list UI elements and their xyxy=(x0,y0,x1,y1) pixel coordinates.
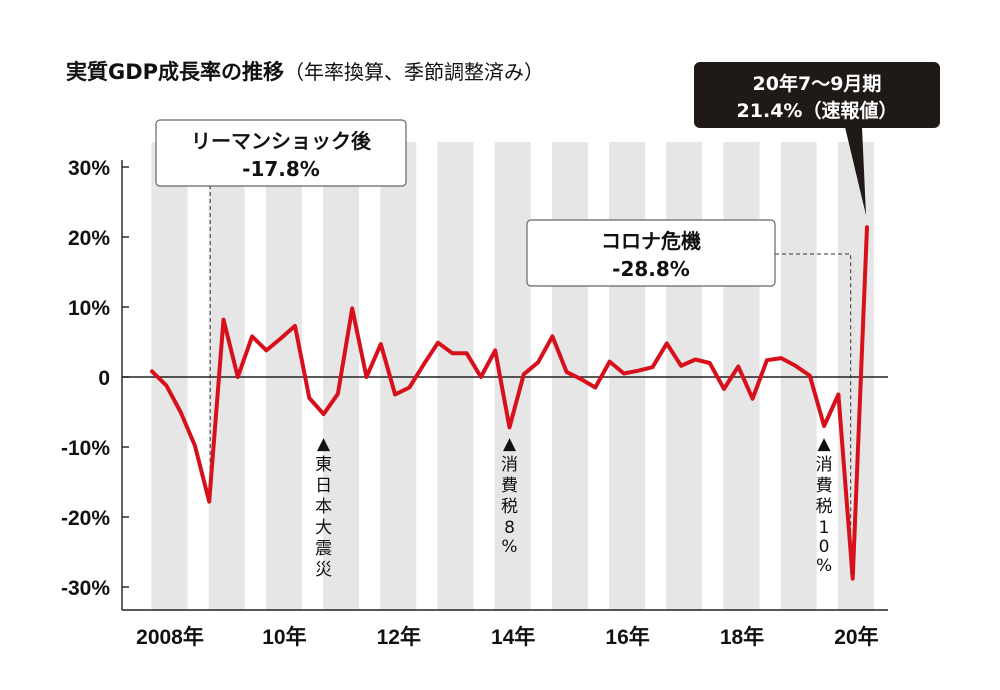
data-series xyxy=(150,225,869,581)
year-band xyxy=(666,142,703,610)
annotation-char: 災 xyxy=(315,560,332,580)
callout-lehman-title: リーマンショック後 xyxy=(191,129,372,153)
callout-box-corona xyxy=(526,219,776,287)
x-tick-label: 12年 xyxy=(377,625,421,649)
series-line xyxy=(150,225,869,581)
x-tick-label: 10年 xyxy=(262,625,306,649)
annotation-char: 費 xyxy=(816,476,833,496)
year-band xyxy=(437,142,474,610)
annotation-char: 東 xyxy=(315,455,332,475)
y-tick-label: 30% xyxy=(68,157,110,180)
annotation-arrow: ▲ xyxy=(818,434,832,454)
y-tick-label: 0 xyxy=(98,367,110,390)
annotation-char: 税 xyxy=(816,497,833,517)
y-tick-label: -30% xyxy=(61,577,110,600)
y-tick-label: -20% xyxy=(61,507,110,530)
annotation-char: 費 xyxy=(501,476,518,496)
y-tick-label: 10% xyxy=(68,297,110,320)
annotation-char: 本 xyxy=(315,497,332,517)
callouts: リーマンショック後 -17.8% コロナ危機 -28.8% 20年7～9月期 21.4%（… xyxy=(155,62,940,287)
callout-lehman-value: -17.8% xyxy=(242,157,320,181)
chart-title: 実質GDP成長率の推移（年率換算、季節調整済み） xyxy=(66,56,544,86)
annotation-char: 大 xyxy=(315,518,332,538)
callout-corona-value: -28.8% xyxy=(612,257,690,281)
callout-latest-title: 20年7～9月期 xyxy=(753,72,882,95)
year-band xyxy=(380,142,417,610)
annotation-char: 税 xyxy=(501,497,518,517)
chart-title-sub: （年率換算、季節調整済み） xyxy=(284,60,545,84)
annotation-char: 1 xyxy=(819,518,830,538)
annotation-char: 0 xyxy=(819,537,830,557)
callout-leaders xyxy=(209,185,852,577)
callout-latest-pointer xyxy=(845,127,866,216)
x-tick-label: 20年 xyxy=(834,625,878,649)
annotation-char: 消 xyxy=(816,455,833,475)
leader-corona xyxy=(775,253,852,577)
callout-corona-title: コロナ危機 xyxy=(601,229,701,253)
annotation-char: 消 xyxy=(501,455,518,475)
callout-box-lehman xyxy=(155,119,407,187)
year-band xyxy=(265,142,302,610)
chart-title-main: 実質GDP成長率の推移 xyxy=(66,60,285,84)
x-tick-label: 2008年 xyxy=(136,625,204,649)
annotation-char: 日 xyxy=(315,476,332,496)
x-tick-label: 14年 xyxy=(491,625,535,649)
x-tick-label: 16年 xyxy=(605,625,649,649)
annotation-char: 8 xyxy=(504,518,515,538)
annotation-arrow: ▲ xyxy=(317,434,331,454)
year-band xyxy=(609,142,646,610)
y-tick-label: -10% xyxy=(61,437,110,460)
y-tick-label: 20% xyxy=(68,227,110,250)
annotation-char: % xyxy=(816,556,832,576)
annotation-char: 震 xyxy=(315,539,332,559)
annotation-char: % xyxy=(501,537,517,557)
annotation-arrow: ▲ xyxy=(503,434,517,454)
year-band xyxy=(551,142,588,610)
x-tick-label: 18年 xyxy=(720,625,764,649)
callout-latest-value: 21.4%（速報値） xyxy=(737,99,898,122)
callout-box-latest xyxy=(694,62,940,128)
